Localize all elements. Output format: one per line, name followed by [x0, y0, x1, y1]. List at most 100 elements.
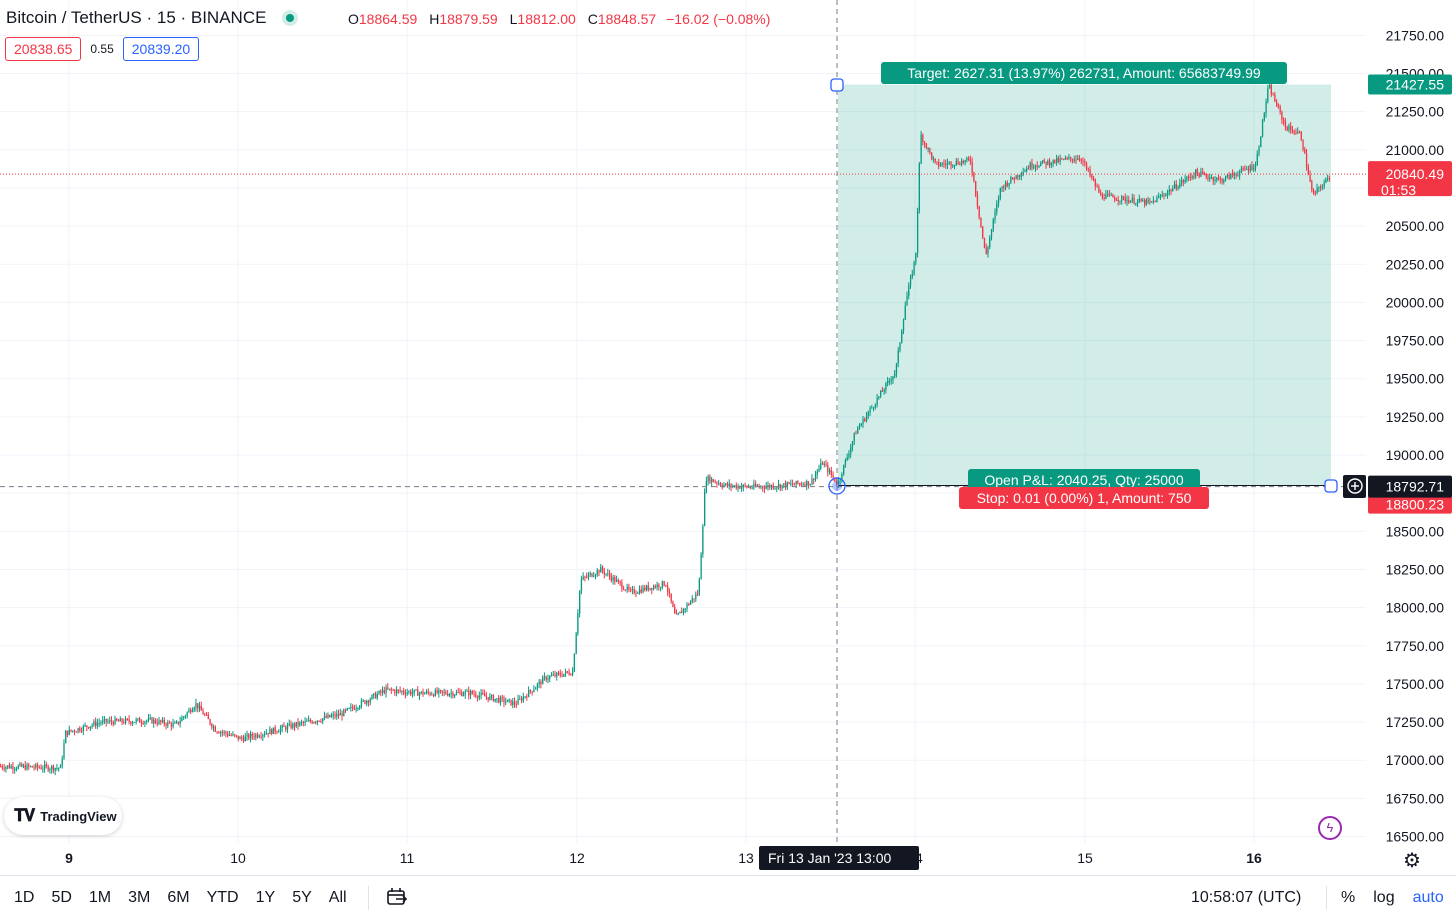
candle-body	[1154, 200, 1156, 203]
candle-body	[339, 713, 341, 716]
candle-body	[1232, 173, 1234, 176]
candle-body	[221, 732, 224, 734]
gear-icon[interactable]: ⚙	[1403, 850, 1421, 872]
candle-body	[696, 594, 699, 596]
candle-body	[538, 681, 540, 684]
range-ytd[interactable]: YTD	[206, 889, 239, 906]
candle-body	[1026, 168, 1028, 171]
utc-clock[interactable]: 10:58:07 (UTC)	[1191, 889, 1302, 906]
candle-body	[918, 163, 921, 211]
candle-body	[846, 457, 848, 460]
candle-body	[417, 689, 419, 696]
candle-body	[1084, 161, 1086, 164]
range-1y[interactable]: 1Y	[255, 889, 276, 906]
range-3m[interactable]: 3M	[128, 889, 151, 906]
candle-body	[1288, 125, 1290, 131]
candle-body	[242, 738, 245, 742]
candle-body	[77, 728, 79, 732]
candle-body	[1256, 153, 1258, 165]
symbol-header[interactable]: Bitcoin / TetherUS · 15 · BINANCE	[6, 8, 304, 28]
candle-body	[461, 692, 463, 696]
bolt-icon[interactable]: ϟ	[1318, 816, 1342, 840]
candle-body	[132, 722, 134, 724]
candle-body	[1124, 197, 1126, 202]
range-5d[interactable]: 5D	[51, 889, 72, 906]
buy-price-button[interactable]: 20839.20	[122, 37, 200, 61]
candle-body	[573, 653, 576, 672]
candle-body	[124, 718, 127, 723]
candle-body	[205, 714, 208, 716]
candle-body	[144, 721, 146, 724]
candle-body	[660, 587, 662, 589]
candle-body	[748, 486, 750, 488]
range-6m[interactable]: 6M	[167, 889, 190, 906]
tradingview-logo[interactable]: 𝐓𝐕 TradingView	[4, 797, 122, 835]
pnl-label: Open P&L: 2040.25, Qty: 25000	[984, 472, 1183, 488]
candle-body	[160, 720, 162, 722]
candle-body	[1156, 197, 1158, 203]
candle-body	[932, 158, 935, 160]
candle-body	[575, 633, 577, 654]
candle-body	[946, 162, 949, 165]
candle-body	[457, 692, 459, 694]
calendar-goto-icon[interactable]	[386, 887, 408, 912]
scale-options: % log auto	[1341, 889, 1444, 907]
candle-body	[1219, 178, 1221, 180]
candle-body	[695, 594, 697, 599]
range-1d[interactable]: 1D	[14, 889, 35, 906]
candle-body	[373, 693, 375, 696]
candle-body	[501, 697, 503, 699]
range-1m[interactable]: 1M	[88, 889, 112, 906]
candle-body	[670, 593, 672, 602]
candle-body	[1184, 179, 1186, 183]
sell-price-button[interactable]: 20838.65	[5, 37, 82, 61]
candle-body	[1209, 177, 1211, 179]
candle-body	[1242, 168, 1244, 170]
candle-body	[292, 723, 294, 728]
candle-body	[862, 418, 864, 424]
candle-body	[54, 768, 56, 771]
candle-body	[1166, 192, 1169, 196]
candle-body	[364, 700, 366, 704]
candle-body	[813, 478, 815, 481]
candle-body	[1131, 197, 1133, 201]
symbol-title[interactable]: Bitcoin / TetherUS · 15 · BINANCE	[6, 8, 267, 27]
candle-body	[1161, 194, 1163, 197]
candle-body	[1251, 165, 1253, 170]
candle-body	[1233, 174, 1236, 176]
log-toggle[interactable]: log	[1373, 889, 1395, 906]
candle-body	[969, 159, 972, 162]
candle-body	[274, 727, 276, 732]
candle-body	[232, 734, 234, 736]
candle-body	[40, 767, 42, 769]
candle-body	[1108, 193, 1111, 195]
candle-body	[360, 700, 363, 707]
candle-body	[806, 481, 808, 487]
candle-body	[556, 672, 558, 677]
candle-body	[640, 589, 642, 593]
candle-body	[126, 718, 129, 720]
candle-body	[153, 719, 155, 724]
candle-body	[1149, 201, 1151, 203]
candle-body	[714, 482, 716, 484]
candle-body	[306, 721, 308, 723]
auto-toggle[interactable]: auto	[1412, 889, 1444, 906]
candle-body	[871, 407, 873, 409]
price-chart[interactable]: Target: 2627.31 (13.97%) 262731, Amount:…	[0, 0, 1456, 875]
candle-body	[1224, 176, 1227, 181]
candle-body	[86, 725, 88, 728]
candle-body	[1017, 175, 1019, 178]
range-5y[interactable]: 5Y	[292, 889, 312, 906]
candle-body	[434, 690, 437, 696]
candle-body	[570, 674, 572, 676]
candle-body	[1221, 179, 1223, 183]
range-all[interactable]: All	[328, 889, 347, 906]
candle-body	[834, 477, 836, 482]
candle-body	[137, 718, 139, 720]
candle-body	[982, 226, 984, 238]
candle-body	[828, 470, 831, 473]
candle-body	[579, 591, 581, 614]
candle-body	[1323, 182, 1325, 187]
percent-toggle[interactable]: %	[1341, 889, 1356, 906]
candle-body	[811, 478, 813, 485]
